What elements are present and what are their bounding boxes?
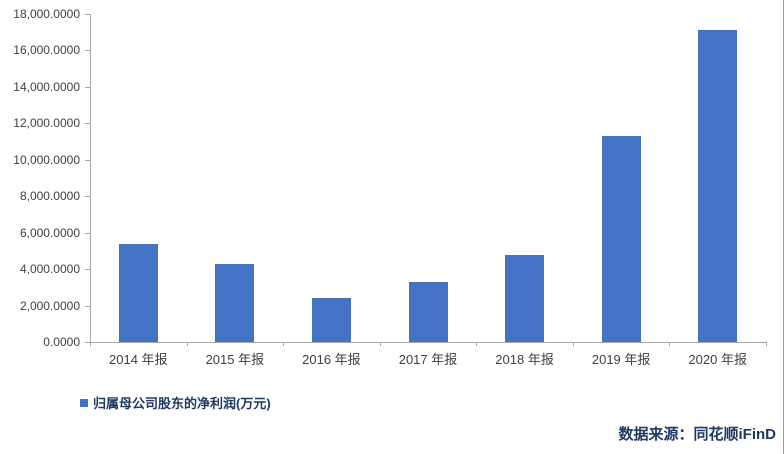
y-axis-tick	[85, 86, 90, 88]
x-axis-label: 2015 年报	[205, 352, 265, 367]
x-axis-tick	[669, 342, 671, 346]
chart-bar	[698, 30, 738, 342]
chart-bar	[311, 298, 351, 342]
x-axis-tick	[90, 342, 91, 346]
y-axis-label: 12,000.0000	[13, 116, 80, 131]
y-axis-label: 18,000.0000	[13, 7, 80, 21]
y-axis-tick	[85, 123, 90, 125]
chart-bar	[505, 254, 545, 342]
data-source-label: 数据来源：同花顺iFinD	[618, 426, 777, 443]
y-axis-tick	[85, 269, 90, 271]
x-axis-label: 2016 年报	[302, 352, 361, 367]
x-axis-label: 2019 年报	[591, 352, 651, 367]
y-axis-line	[90, 14, 91, 343]
x-axis-label: 2017 年报	[398, 352, 458, 367]
y-axis-label: 6,000.0000	[19, 225, 80, 240]
y-axis-label: 4,000.0000	[19, 262, 80, 277]
legend-label: 归属母公司股东的净利润(万元)	[93, 396, 271, 411]
chart-bar	[118, 243, 158, 342]
y-axis-tick	[85, 305, 90, 307]
x-axis-tick	[572, 342, 574, 346]
x-axis-tick	[186, 342, 188, 346]
y-axis-label: 0.0000	[43, 335, 80, 349]
y-axis-tick	[85, 196, 90, 198]
y-axis-label: 2,000.0000	[19, 298, 80, 313]
y-axis-tick	[85, 159, 90, 161]
y-axis-tick	[85, 50, 90, 52]
x-axis-line	[90, 342, 767, 343]
y-axis-tick	[85, 342, 90, 343]
y-axis-tick	[85, 232, 90, 234]
x-axis-label: 2014 年报	[109, 352, 168, 367]
y-axis-label: 16,000.0000	[13, 43, 80, 58]
legend: 归属母公司股东的净利润(万元)	[80, 393, 271, 412]
y-axis-label: 14,000.0000	[13, 79, 80, 94]
x-axis-label: 2018 年报	[495, 352, 554, 367]
chart-bar	[215, 263, 255, 342]
legend-marker-icon	[80, 398, 88, 407]
chart-bar	[601, 136, 641, 342]
y-axis-label: 8,000.0000	[19, 189, 80, 204]
plot-area	[90, 14, 766, 342]
chart-bar	[408, 281, 448, 342]
x-axis-tick	[766, 342, 767, 346]
x-axis-label: 2020 年报	[688, 352, 747, 367]
x-axis-tick	[476, 342, 478, 346]
x-axis-tick	[283, 342, 285, 346]
x-axis-tick	[379, 342, 381, 346]
y-axis-label: 10,000.0000	[13, 152, 80, 167]
y-axis-tick	[85, 14, 90, 15]
